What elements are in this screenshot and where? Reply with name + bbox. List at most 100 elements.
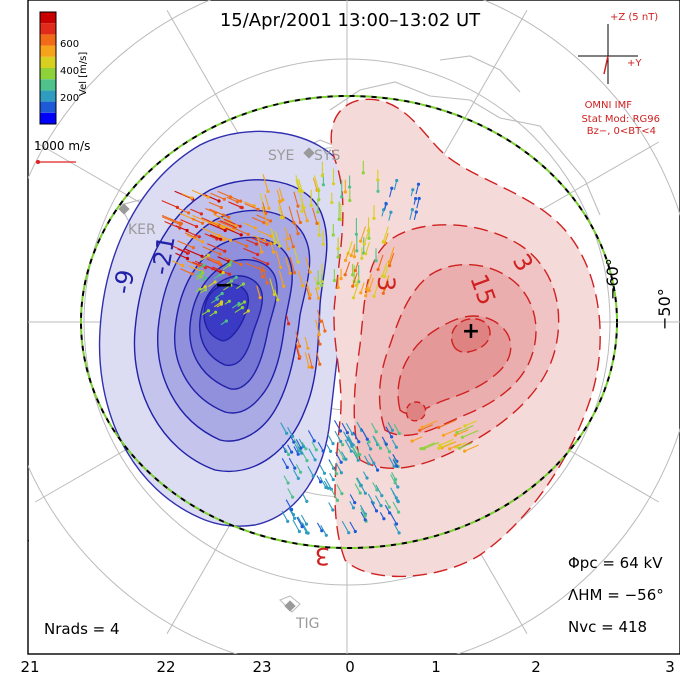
velocity-vector-origin bbox=[272, 250, 276, 254]
velocity-vector-origin bbox=[339, 471, 343, 475]
velocity-vector-origin bbox=[369, 447, 373, 451]
velocity-vector-origin bbox=[287, 452, 291, 457]
velocity-vector bbox=[233, 240, 247, 247]
velocity-vector bbox=[382, 279, 389, 294]
velocity-vector bbox=[314, 276, 319, 289]
velocity-vector bbox=[459, 442, 473, 449]
velocity-vector-origin bbox=[331, 478, 335, 482]
velocity-vector bbox=[383, 441, 390, 452]
velocity-vector bbox=[377, 254, 384, 270]
velocity-vector-origin bbox=[190, 196, 194, 200]
velocity-vector-origin bbox=[353, 501, 357, 505]
velocity-vector-origin bbox=[389, 210, 393, 214]
velocity-vector-origin bbox=[395, 464, 399, 468]
contour-label-3c: 3 bbox=[315, 542, 330, 570]
velocity-vector bbox=[360, 427, 368, 440]
velocity-vector-origin bbox=[382, 517, 386, 521]
velocity-vector bbox=[315, 319, 320, 335]
velocity-vector bbox=[352, 272, 358, 287]
velocity-vector bbox=[204, 194, 220, 202]
velocity-vector-origin bbox=[240, 306, 244, 310]
velocity-vector bbox=[334, 420, 341, 432]
velocity-vector-origin bbox=[285, 465, 289, 469]
coords-label: MLT coordinates bbox=[10, 29, 23, 118]
velocity-vector-origin bbox=[235, 200, 239, 204]
velocity-vector-origin bbox=[380, 494, 384, 498]
velocity-vector bbox=[284, 238, 289, 250]
velocity-vector-origin bbox=[219, 237, 223, 241]
velocity-vector-origin bbox=[326, 486, 330, 490]
velocity-vector-origin bbox=[343, 273, 347, 277]
velocity-vector bbox=[368, 453, 375, 464]
velocity-vector-origin bbox=[460, 435, 465, 439]
velocity-vector-origin bbox=[308, 296, 312, 300]
velocity-vector-origin bbox=[290, 450, 294, 454]
station-label-tig: TIG bbox=[295, 616, 320, 632]
velocity-vector bbox=[243, 201, 255, 207]
velocity-vector-origin bbox=[203, 266, 208, 270]
lat-label-50: −50° bbox=[655, 288, 674, 330]
colorbar-frame bbox=[39, 11, 57, 125]
velocity-vector bbox=[280, 422, 288, 434]
velocity-vector bbox=[252, 256, 268, 265]
velocity-vector bbox=[276, 190, 281, 202]
velocity-vector-origin bbox=[223, 228, 227, 233]
velocity-vector bbox=[212, 266, 230, 275]
reference-vector-label: 1000 m/s bbox=[34, 139, 90, 153]
velocity-vector bbox=[307, 430, 315, 442]
velocity-vectors bbox=[161, 160, 479, 537]
velocity-vector-origin bbox=[381, 240, 385, 244]
velocity-vector-origin bbox=[239, 205, 243, 209]
velocity-vector-origin bbox=[420, 425, 424, 429]
velocity-vector-origin bbox=[351, 284, 355, 288]
velocity-vector-origin bbox=[296, 232, 300, 236]
velocity-vector bbox=[358, 482, 366, 494]
velocity-vector-origin bbox=[254, 242, 258, 246]
velocity-vector bbox=[305, 280, 311, 296]
velocity-vector-origin bbox=[292, 220, 296, 225]
velocity-vector-origin bbox=[272, 292, 276, 296]
velocity-vector bbox=[295, 179, 300, 191]
velocity-vector-origin bbox=[227, 272, 232, 276]
velocity-vector-origin bbox=[238, 224, 242, 228]
velocity-vector bbox=[393, 523, 400, 534]
velocity-vector-origin bbox=[419, 447, 423, 451]
velocity-vector-origin bbox=[448, 447, 452, 451]
velocity-vector bbox=[219, 220, 236, 228]
velocity-vector bbox=[304, 336, 309, 349]
velocity-vector-origin bbox=[218, 262, 222, 266]
velocity-vector bbox=[187, 231, 200, 238]
velocity-vector-origin bbox=[374, 509, 379, 513]
velocity-vector-origin bbox=[218, 252, 222, 256]
velocity-vector-origin bbox=[304, 447, 308, 451]
velocity-vector bbox=[388, 246, 395, 263]
colorbar-cell bbox=[40, 90, 56, 102]
velocity-vector bbox=[174, 190, 193, 200]
velocity-vector bbox=[464, 420, 477, 427]
velocity-vector bbox=[293, 191, 299, 207]
velocity-vector bbox=[308, 448, 316, 461]
velocity-vector-origin bbox=[262, 221, 266, 225]
velocity-vector bbox=[245, 239, 257, 245]
velocity-vector bbox=[229, 201, 242, 208]
velocity-vector bbox=[172, 260, 183, 267]
x-tick-21: 21 bbox=[20, 658, 39, 674]
x-tick-2: 2 bbox=[531, 658, 541, 674]
velocity-vector-origin bbox=[394, 477, 398, 482]
velocity-vector bbox=[161, 216, 181, 226]
velocity-vector-origin bbox=[203, 288, 207, 292]
velocity-vector-origin bbox=[239, 199, 243, 203]
velocity-vector-origin bbox=[418, 428, 422, 432]
velocity-vector-origin bbox=[256, 252, 260, 257]
colorbar-cell bbox=[40, 68, 56, 80]
velocity-vector-origin bbox=[191, 246, 195, 250]
velocity-vector bbox=[390, 512, 397, 525]
velocity-vector-origin bbox=[331, 442, 335, 446]
colorbar-cell bbox=[40, 56, 56, 68]
velocity-vector-origin bbox=[304, 522, 309, 526]
velocity-vector-origin bbox=[410, 208, 414, 212]
contour-label-3a: 3 bbox=[372, 276, 400, 291]
velocity-vector-origin bbox=[335, 472, 339, 476]
velocity-vector-origin bbox=[228, 263, 232, 267]
